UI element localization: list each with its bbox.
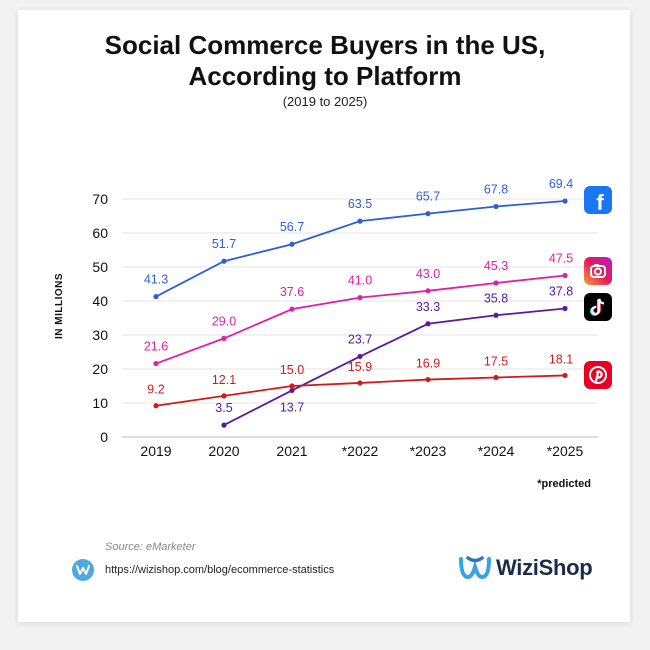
y-tick-label: 40 — [92, 293, 108, 309]
instagram-data-point — [562, 272, 568, 279]
wizishop-small-logo-icon — [72, 559, 94, 581]
x-tick-label: 2020 — [208, 443, 239, 459]
instagram-data-point — [493, 280, 499, 286]
svg-text:f: f — [596, 190, 604, 214]
chart-subtitle: (2019 to 2025) — [282, 94, 368, 109]
tiktok-data-label: 23.7 — [348, 332, 372, 346]
pinterest-data-label: 18.1 — [549, 352, 573, 366]
tiktok-data-point — [289, 387, 295, 394]
facebook-data-label: 41.3 — [144, 273, 168, 287]
x-tick-label: 2021 — [276, 443, 307, 459]
y-tick-label: 50 — [92, 259, 108, 275]
tiktok-icon — [584, 293, 612, 321]
facebook-data-label: 67.8 — [484, 182, 508, 196]
instagram-data-label: 21.6 — [144, 340, 168, 354]
instagram-data-point — [425, 288, 431, 294]
pinterest-icon — [584, 361, 612, 389]
instagram-data-point — [221, 335, 227, 341]
pinterest-data-point — [493, 374, 499, 381]
instagram-data-label: 45.3 — [484, 259, 508, 273]
pinterest-data-point — [357, 380, 363, 386]
instagram-data-point — [357, 295, 363, 301]
chart-card — [18, 10, 630, 622]
facebook-data-label: 65.7 — [416, 190, 440, 204]
facebook-data-label: 69.4 — [549, 177, 573, 191]
pinterest-data-point — [221, 393, 227, 399]
url-row: https://wizishop.com/blog/ecommerce-stat… — [72, 558, 334, 582]
series-layer — [153, 198, 568, 428]
tiktok-data-point — [221, 422, 227, 428]
label-layer: 41.3 51.7 56.7 63.5 65.7 67.8 69.4 21.6 29.0 37.6… — [144, 177, 573, 415]
tiktok-data-label: 37.8 — [549, 284, 573, 298]
facebook-data-label: 51.7 — [212, 237, 236, 251]
pinterest-data-label: 16.9 — [416, 357, 440, 371]
instagram-data-label: 43.0 — [416, 267, 440, 281]
source-url[interactable]: https://wizishop.com/blog/ecommerce-stat… — [105, 564, 335, 576]
facebook-data-point — [153, 293, 159, 300]
instagram-icon — [584, 257, 612, 285]
axis-layer: 0 10 20 30 40 50 60 70 2019 2020 2021 *2022 *2023 *20… — [92, 191, 583, 459]
tiktok-data-label: 3.5 — [215, 401, 232, 415]
instagram-data-point — [289, 306, 295, 312]
y-tick-label: 0 — [100, 429, 108, 445]
y-tick-label: 10 — [92, 395, 108, 411]
facebook-data-point — [425, 211, 431, 217]
instagram-data-label: 29.0 — [212, 314, 236, 328]
x-tick-label: *2025 — [547, 443, 584, 459]
chart-title-line-1: Social Commerce Buyers in the US, — [104, 30, 546, 60]
source-text: Source: eMarketer — [105, 541, 196, 553]
instagram-data-point — [153, 360, 159, 367]
pinterest-data-label: 12.1 — [212, 373, 236, 387]
tiktok-data-label: 13.7 — [280, 400, 304, 414]
facebook-data-point — [221, 258, 227, 264]
y-tick-label: 60 — [92, 225, 108, 241]
facebook-data-point — [493, 203, 499, 210]
pinterest-data-label: 17.5 — [484, 355, 508, 369]
x-tick-label: 2019 — [140, 443, 171, 459]
tiktok-series-line — [223, 307, 566, 426]
facebook-data-label: 56.7 — [280, 220, 304, 234]
predicted-note: *predicted — [537, 478, 591, 490]
wizishop-logo-icon — [459, 556, 491, 580]
y-axis-label: IN MILLIONS — [54, 273, 65, 339]
brand-logo: WiziShop — [458, 553, 593, 583]
tiktok-data-point — [493, 312, 499, 318]
chart-title-line-2: According to Platform — [188, 61, 462, 91]
chart-title: Social Commerce Buyers in the US, Accord… — [0, 30, 650, 92]
tiktok-data-point — [425, 321, 431, 327]
y-tick-label: 70 — [92, 191, 108, 207]
instagram-data-label: 41.0 — [348, 274, 372, 288]
y-tick-label: 30 — [92, 327, 108, 343]
grid-layer — [122, 198, 598, 438]
instagram-data-label: 47.5 — [549, 252, 573, 266]
tiktok-data-point — [357, 353, 363, 360]
facebook-data-point — [357, 218, 363, 224]
pinterest-data-label: 15.9 — [348, 360, 372, 374]
tiktok-data-label: 35.8 — [484, 291, 508, 305]
pinterest-data-label: 9.2 — [147, 383, 164, 397]
pinterest-data-point — [425, 376, 431, 383]
x-tick-label: *2024 — [478, 443, 515, 459]
pinterest-data-point — [289, 383, 295, 389]
pinterest-data-label: 15.0 — [280, 363, 304, 377]
facebook-icon: f — [584, 186, 612, 214]
facebook-data-point — [562, 198, 568, 204]
pinterest-data-point — [562, 372, 568, 379]
x-tick-label: *2023 — [410, 443, 447, 459]
tiktok-data-label: 33.3 — [416, 300, 440, 314]
x-tick-label: *2022 — [342, 443, 379, 459]
instagram-data-label: 37.6 — [280, 285, 304, 299]
facebook-data-label: 63.5 — [348, 197, 372, 211]
facebook-data-point — [289, 241, 295, 247]
tiktok-data-point — [562, 305, 568, 312]
brand-name: WiziShop — [496, 555, 593, 580]
pinterest-data-point — [153, 403, 159, 409]
y-tick-label: 20 — [92, 361, 108, 377]
